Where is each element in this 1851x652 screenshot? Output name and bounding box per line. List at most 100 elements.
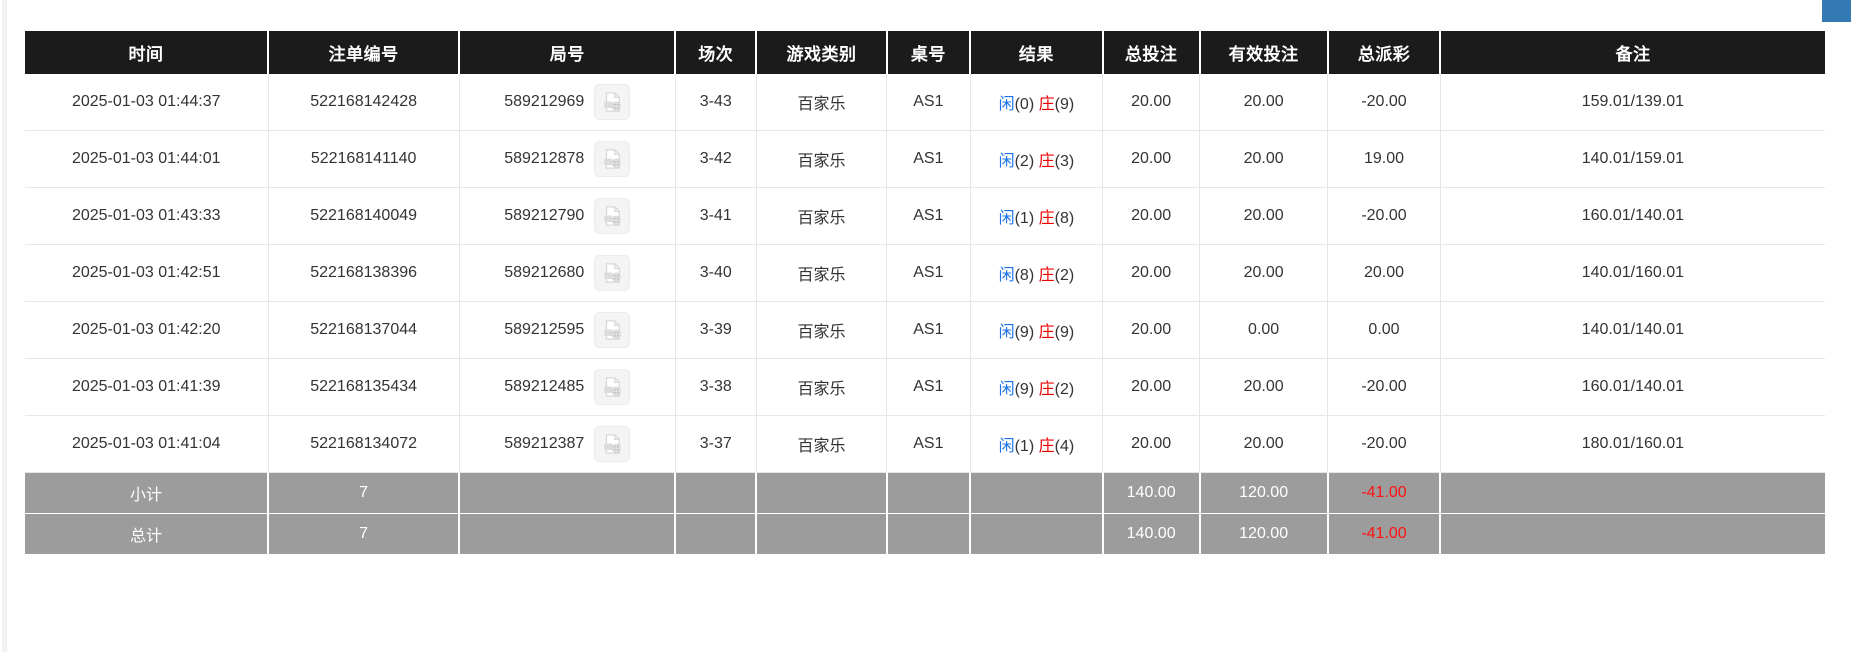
- summary-session: [675, 472, 758, 514]
- cell-session: 3-41: [675, 187, 757, 245]
- column-header-valid-bet[interactable]: 有效投注: [1199, 31, 1329, 74]
- column-header-bet-id[interactable]: 注单编号: [268, 31, 461, 74]
- summary-remark: [1440, 513, 1825, 554]
- cell-payout: 20.00: [1327, 244, 1441, 302]
- cell-total-bet[interactable]: 20.00: [1102, 301, 1200, 359]
- cell-table-no: AS1: [886, 244, 971, 302]
- result-player-label: 闲: [998, 153, 1015, 170]
- cell-game-type: 百家乐: [756, 301, 888, 359]
- column-header-game-type[interactable]: 游戏类别: [756, 31, 888, 74]
- result-banker-label: 庄: [1038, 210, 1055, 227]
- column-header-round-no[interactable]: 局号: [459, 31, 677, 74]
- cell-total-bet[interactable]: 20.00: [1102, 187, 1200, 245]
- result-player-label: 闲: [998, 210, 1015, 227]
- column-header-payout[interactable]: 总派彩: [1327, 31, 1442, 74]
- cell-remark: 140.01/159.01: [1440, 130, 1825, 188]
- page-left-gutter: [2, 0, 7, 652]
- round-no-text: 589212387: [504, 435, 585, 452]
- cell-remark: 159.01/139.01: [1440, 74, 1825, 131]
- summary-game-type: [756, 472, 888, 514]
- cell-session: 3-43: [675, 74, 757, 131]
- cell-round-no: 589212878: [459, 130, 676, 188]
- cell-round-no: 589212680: [459, 244, 676, 302]
- column-header-total-bet[interactable]: 总投注: [1102, 31, 1201, 74]
- cell-result: 闲(1) 庄(4): [970, 415, 1104, 473]
- summary-valid-bet: 120.00: [1199, 472, 1329, 514]
- cell-time: 2025-01-03 01:42:20: [25, 301, 269, 359]
- column-header-time[interactable]: 时间: [25, 31, 269, 74]
- summary-payout: -41.00: [1327, 472, 1442, 514]
- cell-bet-id: 522168142428: [268, 74, 460, 131]
- cell-table-no: AS1: [886, 74, 971, 131]
- summary-payout: -41.00: [1327, 513, 1442, 554]
- video-replay-icon[interactable]: [594, 426, 631, 462]
- summary-count: 7: [268, 513, 461, 554]
- cell-session: 3-37: [675, 415, 757, 473]
- video-replay-icon[interactable]: [594, 84, 631, 120]
- round-no-text: 589212680: [504, 264, 585, 281]
- cell-table-no: AS1: [886, 130, 971, 188]
- cell-time: 2025-01-03 01:44:01: [25, 130, 269, 188]
- summary-round-no: [459, 472, 677, 514]
- top-right-blue-chip[interactable]: [1822, 0, 1851, 22]
- cell-remark: 160.01/140.01: [1440, 187, 1825, 245]
- summary-total-bet: 140.00: [1102, 513, 1201, 554]
- cell-total-bet[interactable]: 20.00: [1102, 358, 1200, 416]
- cell-payout: -20.00: [1327, 187, 1441, 245]
- result-player-value: (2): [1014, 153, 1039, 170]
- result-banker-value: (2): [1054, 381, 1075, 398]
- round-no-text: 589212878: [504, 150, 585, 167]
- table-row: 2025-01-03 01:43:33 522168140049 589212790…: [25, 187, 1825, 245]
- result-player-value: (1): [1014, 210, 1039, 227]
- cell-total-bet[interactable]: 20.00: [1102, 130, 1200, 188]
- cell-result: 闲(9) 庄(2): [970, 358, 1104, 416]
- video-replay-icon[interactable]: [594, 141, 631, 177]
- cell-game-type: 百家乐: [756, 187, 888, 245]
- summary-round-no: [459, 513, 677, 554]
- column-header-session[interactable]: 场次: [675, 31, 758, 74]
- cell-result: 闲(8) 庄(2): [970, 244, 1104, 302]
- summary-remark: [1440, 472, 1825, 514]
- cell-result: 闲(2) 庄(3): [970, 130, 1104, 188]
- result-banker-value: (8): [1054, 210, 1075, 227]
- cell-round-no: 589212790: [459, 187, 676, 245]
- table-row: 2025-01-03 01:42:51 522168138396 589212680…: [25, 244, 1825, 302]
- column-header-result[interactable]: 结果: [970, 31, 1104, 74]
- table-row: 2025-01-03 01:44:37 522168142428 589212969…: [25, 74, 1825, 131]
- cell-session: 3-42: [675, 130, 757, 188]
- summary-label: 总计: [25, 513, 269, 554]
- cell-total-bet[interactable]: 20.00: [1102, 244, 1200, 302]
- table-row: 2025-01-03 01:41:39 522168135434 589212485…: [25, 358, 1825, 416]
- summary-table-no: [886, 513, 972, 554]
- summary-result: [970, 472, 1104, 514]
- column-header-table-no[interactable]: 桌号: [886, 31, 972, 74]
- cell-time: 2025-01-03 01:44:37: [25, 74, 269, 131]
- video-replay-icon[interactable]: [594, 255, 631, 291]
- cell-total-bet[interactable]: 20.00: [1102, 74, 1200, 131]
- cell-game-type: 百家乐: [756, 130, 888, 188]
- column-header-remark[interactable]: 备注: [1440, 31, 1825, 74]
- result-player-label: 闲: [998, 96, 1015, 113]
- result-banker-value: (3): [1054, 153, 1075, 170]
- summary-valid-bet: 120.00: [1199, 513, 1329, 554]
- result-banker-label: 庄: [1038, 96, 1055, 113]
- cell-session: 3-38: [675, 358, 757, 416]
- cell-remark: 140.01/160.01: [1440, 244, 1825, 302]
- result-banker-label: 庄: [1038, 267, 1055, 284]
- cell-total-bet[interactable]: 20.00: [1102, 415, 1200, 473]
- cell-bet-id: 522168135434: [268, 358, 460, 416]
- cell-table-no: AS1: [886, 301, 971, 359]
- round-no-text: 589212595: [504, 321, 585, 338]
- video-replay-icon[interactable]: [594, 198, 631, 234]
- result-player-value: (1): [1014, 438, 1039, 455]
- cell-remark: 140.01/140.01: [1440, 301, 1825, 359]
- video-replay-icon[interactable]: [594, 369, 631, 405]
- cell-result: 闲(0) 庄(9): [970, 74, 1104, 131]
- result-player-label: 闲: [998, 438, 1015, 455]
- result-banker-value: (9): [1054, 96, 1075, 113]
- cell-payout: 19.00: [1327, 130, 1441, 188]
- cell-time: 2025-01-03 01:41:39: [25, 358, 269, 416]
- cell-table-no: AS1: [886, 415, 971, 473]
- video-replay-icon[interactable]: [594, 312, 631, 348]
- summary-row: 总计 7 140.00 120.00 -41.00: [25, 513, 1825, 554]
